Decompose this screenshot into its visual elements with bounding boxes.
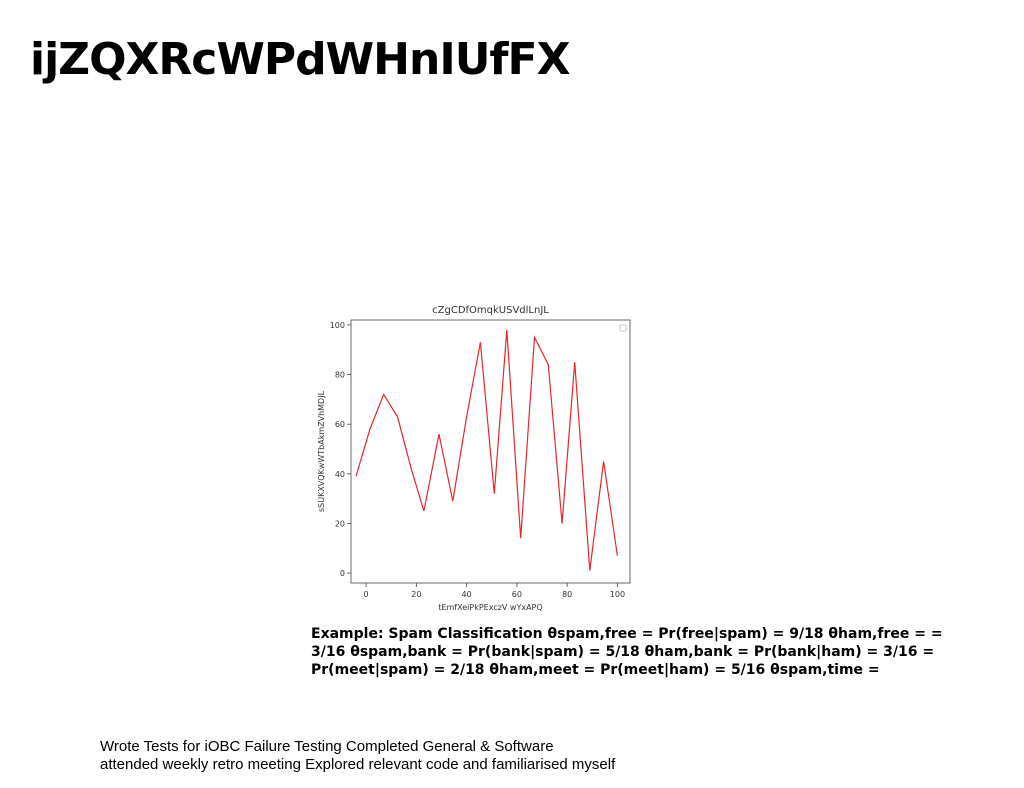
plot-frame xyxy=(350,319,631,584)
y-tick-label: 40 xyxy=(335,470,345,479)
progress-notes: Wrote Tests for iOBC Failure Testing Com… xyxy=(100,738,800,774)
chart-title: cZgCDfOmqkUSVdlLnJL xyxy=(432,305,549,316)
series-line xyxy=(355,329,618,571)
x-tick-label: 60 xyxy=(512,590,522,599)
chart-svg: cZgCDfOmqkUSVdlLnJL 0 20 40 60 80 100 0 20 40 60 80… xyxy=(317,305,631,612)
example-caption: Example: Spam Classification θspam,free … xyxy=(311,626,943,678)
x-tick-label: 100 xyxy=(610,590,625,599)
y-tick-label: 80 xyxy=(335,371,345,380)
slide-title: ijZQXRcWPdWHnIUfFX xyxy=(30,34,571,85)
x-tick-label: 80 xyxy=(562,590,572,599)
y-axis-label: sSUKXVQKwWTbAkmZVhMDJL xyxy=(317,390,326,512)
x-tick-label: 40 xyxy=(462,590,472,599)
y-tick-label: 60 xyxy=(335,420,345,429)
note-line-2: attended weekly retro meeting Explored r… xyxy=(100,756,616,773)
y-tick-label: 100 xyxy=(330,321,345,330)
note-line-1: Wrote Tests for iOBC Failure Testing Com… xyxy=(100,738,554,755)
y-tick-label: 20 xyxy=(335,519,345,528)
x-axis-label: tEmfXeiPkPExczV wYxAPQ xyxy=(438,603,542,612)
x-tick-label: 0 xyxy=(364,590,369,599)
line-chart: cZgCDfOmqkUSVdlLnJL 0 20 40 60 80 100 0 20 40 60 80… xyxy=(312,298,642,618)
legend-box xyxy=(619,324,627,332)
y-tick-label: 0 xyxy=(340,569,345,578)
x-tick-label: 20 xyxy=(411,590,421,599)
